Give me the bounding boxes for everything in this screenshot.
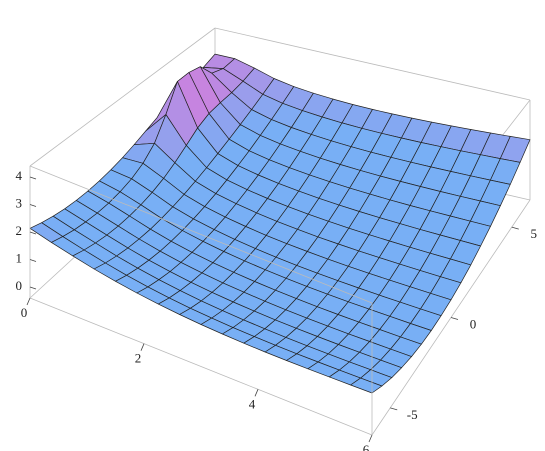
- x-tick-label: 0: [21, 305, 28, 320]
- z-tick-label: 0: [16, 278, 23, 293]
- z-tick-label: 1: [16, 250, 23, 265]
- z-tick: [29, 286, 37, 290]
- y-tick-label: 0: [470, 316, 477, 331]
- x-tick-label: 4: [249, 396, 256, 411]
- z-tick: [29, 204, 37, 207]
- y-tick: [390, 407, 398, 411]
- x-tick: [140, 343, 145, 351]
- y-tick-label: 5: [531, 226, 538, 241]
- x-tick: [26, 297, 31, 306]
- x-tick-label: 6: [363, 442, 370, 451]
- y-tick: [511, 226, 519, 230]
- z-tick-label: 2: [16, 223, 23, 238]
- box-edge: [29, 297, 373, 436]
- z-tick: [29, 231, 37, 235]
- box-edge: [214, 27, 531, 101]
- x-tick: [254, 389, 259, 397]
- y-tick: [450, 317, 459, 320]
- box-edge: [29, 27, 216, 167]
- box-front: 0 2 4 6 -5 0 5 0 1 2 3 4: [16, 165, 538, 451]
- box-edge: [29, 165, 373, 304]
- z-tick: [29, 259, 37, 262]
- surface-patch: [350, 377, 383, 394]
- y-tick-label: -5: [407, 407, 418, 422]
- z-tick-label: 4: [16, 168, 23, 183]
- z-tick: [29, 176, 37, 180]
- x-tick-label: 2: [135, 351, 142, 366]
- x-tick: [368, 434, 373, 443]
- z-tick-label: 3: [16, 195, 23, 210]
- surface: [29, 53, 531, 394]
